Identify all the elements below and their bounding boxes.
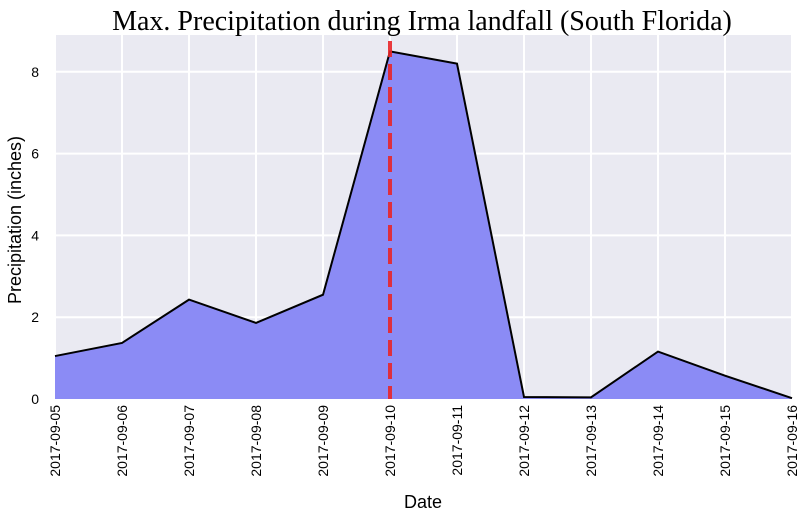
y-tick-labels: 0 2 4 6 8 [31, 64, 39, 407]
x-tick-label: 2017-09-16 [784, 405, 800, 477]
y-tick-label: 6 [31, 146, 39, 162]
precipitation-area [55, 51, 792, 399]
x-tick-label: 2017-09-13 [583, 405, 599, 477]
x-tick-label: 2017-09-15 [717, 405, 733, 477]
x-tick-label: 2017-09-09 [315, 405, 331, 477]
x-tick-label: 2017-09-05 [47, 405, 63, 477]
x-tick-label: 2017-09-07 [181, 405, 197, 477]
y-tick-label: 4 [31, 227, 39, 243]
y-axis-label: Precipitation (inches) [5, 136, 25, 304]
x-tick-label: 2017-09-08 [248, 405, 264, 477]
x-axis-label: Date [404, 492, 442, 511]
x-tick-label: 2017-09-06 [114, 405, 130, 477]
x-tick-label: 2017-09-11 [449, 405, 465, 476]
precipitation-line [54, 50, 793, 400]
x-tick-label: 2017-09-12 [516, 405, 532, 477]
x-tick-label: 2017-09-14 [650, 405, 666, 477]
chart-title: Max. Precipitation during Irma landfall … [112, 6, 732, 37]
y-tick-label: 0 [31, 391, 39, 407]
x-tick-labels: 2017-09-05 2017-09-06 2017-09-07 2017-09-08… [47, 405, 800, 477]
x-tick-label: 2017-09-10 [382, 405, 398, 477]
y-tick-label: 8 [31, 64, 39, 80]
y-tick-label: 2 [31, 309, 39, 325]
